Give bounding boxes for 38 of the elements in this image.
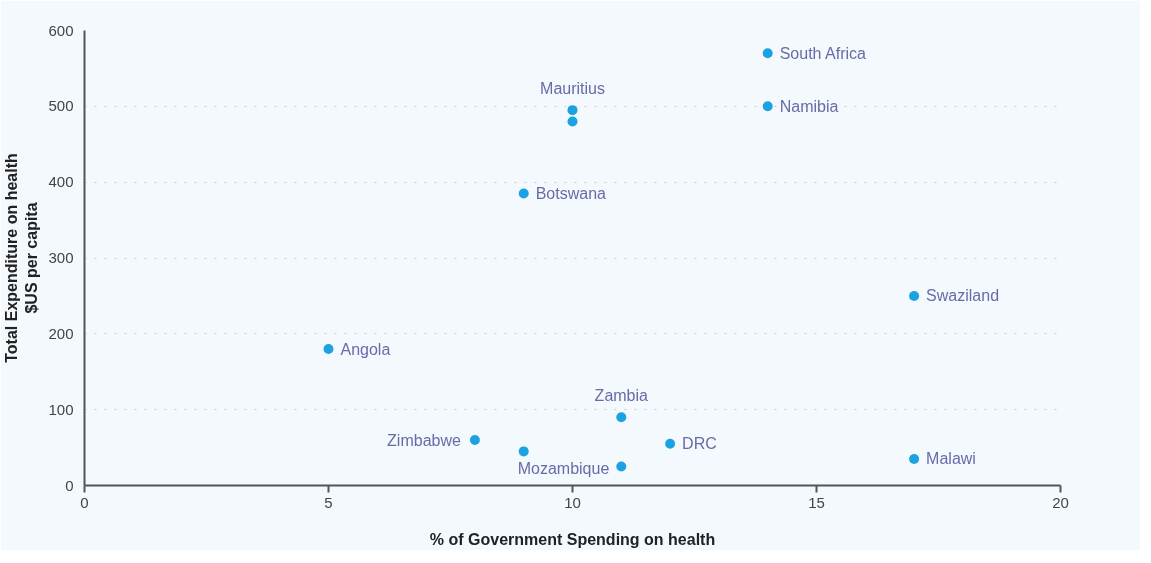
point <box>518 446 529 457</box>
annotation: Malawi <box>926 450 976 468</box>
annotation: DRC <box>682 435 717 453</box>
annotation: Zambia <box>594 386 649 404</box>
point <box>909 290 920 301</box>
point <box>762 101 773 112</box>
annotation: Mozambique <box>517 460 610 478</box>
y-tick-label: 300 <box>48 249 74 266</box>
point <box>909 453 920 464</box>
x-axis-title: % of Government Spending on health <box>429 530 716 548</box>
x-tick-label: 0 <box>80 493 89 511</box>
point <box>616 412 627 423</box>
y-tick-label: 600 <box>48 21 74 39</box>
y-tick-label: 500 <box>48 97 74 115</box>
annotation: Angola <box>340 340 391 358</box>
y-tick-label: 100 <box>48 400 74 418</box>
y-tick-label: 0 <box>65 476 74 494</box>
y-tick-label: 200 <box>48 324 74 342</box>
point <box>567 116 578 127</box>
y-axis-title: Total Expenditure on health $US per capita <box>3 153 41 363</box>
x-tick-label: 20 <box>1052 493 1069 511</box>
point <box>323 344 334 354</box>
point <box>469 435 480 445</box>
point <box>616 461 627 472</box>
annotation: Mauritius <box>540 79 605 97</box>
annotation: Namibia <box>779 97 839 115</box>
y-tick-label: 400 <box>48 173 74 191</box>
x-tick-label: 15 <box>808 493 825 511</box>
annotation: Botswana <box>535 185 607 203</box>
point <box>567 105 578 116</box>
x-tick-label: 5 <box>324 493 333 511</box>
annotation: Swaziland <box>926 287 1000 305</box>
annotation: Zimbabwe <box>387 431 461 449</box>
point <box>762 48 773 59</box>
annotation: South Africa <box>779 44 867 62</box>
point <box>518 188 529 199</box>
point <box>665 438 676 449</box>
x-tick-label: 10 <box>564 493 581 511</box>
